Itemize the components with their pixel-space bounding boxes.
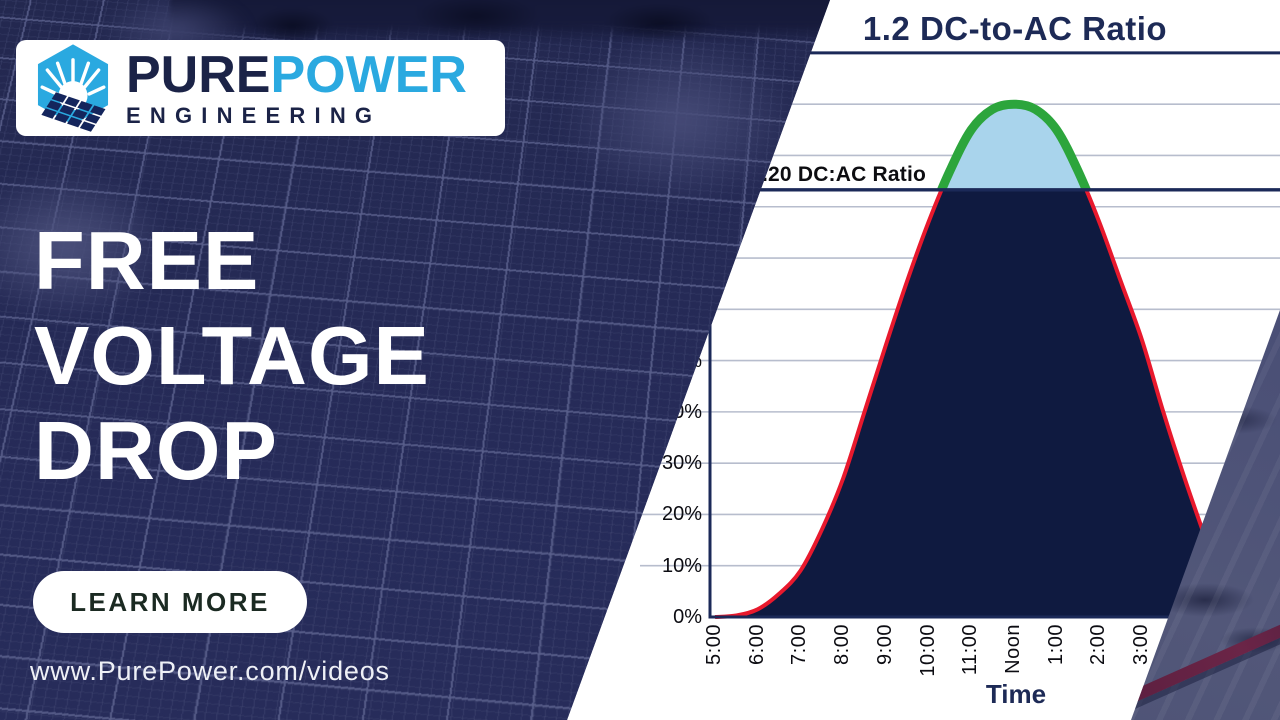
purepower-logo-icon	[37, 44, 109, 132]
x-tick-label: 2:00	[1087, 624, 1110, 665]
x-tick-label: 3:00	[1130, 624, 1152, 665]
x-axis-title: Time	[985, 679, 1047, 709]
snow-patch	[0, 170, 170, 320]
purepower-logo-text: PUREPOWER ENGINEERING	[126, 49, 467, 127]
x-tick-label: 9:00	[873, 624, 896, 665]
logo-engineering: ENGINEERING	[126, 103, 382, 128]
x-tick-label: 1:00	[1044, 624, 1067, 665]
y-tick-label: 30%	[661, 452, 702, 475]
x-tick-label: 6:00	[745, 624, 768, 665]
x-tick-label: 5:00	[703, 624, 725, 665]
x-tick-label: 10:00	[916, 624, 939, 677]
purepower-logo: PUREPOWER ENGINEERING	[16, 40, 505, 136]
x-tick-label: 7:00	[788, 624, 811, 665]
snow-patch	[560, 35, 800, 205]
logo-power: POWER	[270, 46, 467, 104]
x-tick-label: 8:00	[831, 624, 854, 665]
x-tick-label: 11:00	[959, 624, 982, 676]
x-tick-label: Noon	[1001, 624, 1024, 674]
y-tick-label: 0%	[673, 606, 702, 628]
learn-more-button[interactable]: LEARN MORE	[33, 571, 307, 633]
chart-title: 1.2 DC-to-AC Ratio	[862, 10, 1168, 47]
logo-pure: PURE	[126, 46, 271, 104]
logo-wordmark: PUREPOWER	[126, 49, 467, 101]
tree-line-texture	[170, 0, 830, 44]
y-tick-label: 10%	[661, 554, 702, 577]
clip-line-label: .20 DC:AC Ratio	[762, 163, 927, 186]
y-tick-label: 20%	[661, 503, 702, 526]
